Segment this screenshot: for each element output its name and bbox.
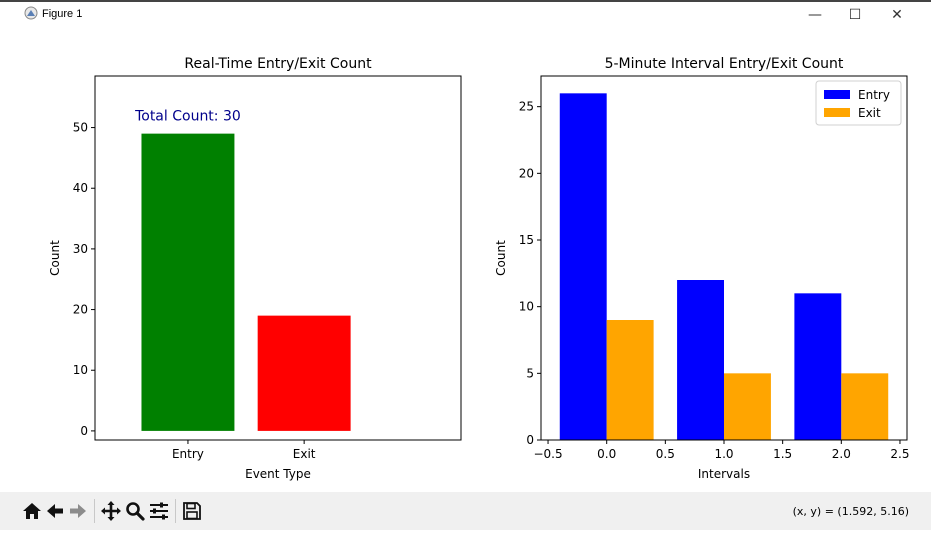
chart1-title: Real-Time Entry/Exit Count bbox=[184, 56, 372, 72]
chart2-bar-entry bbox=[794, 293, 842, 440]
chart1-axes-frame bbox=[94, 75, 462, 441]
chart2-ytick-label: 20 bbox=[519, 166, 534, 180]
chart1-ytick-label: 20 bbox=[73, 303, 88, 317]
chart2-bar-entry bbox=[677, 280, 724, 440]
window-title: Figure 1 bbox=[42, 8, 83, 20]
configure-subplots-button[interactable] bbox=[148, 500, 170, 522]
maximize-button[interactable]: ☐ bbox=[848, 7, 862, 23]
chart1-total-count-annotation: Total Count: 30 bbox=[134, 108, 241, 124]
chart2-xtick-label: 1.0 bbox=[714, 447, 733, 461]
chart2-xlabel: Intervals bbox=[698, 467, 750, 481]
chart2-bar-entry bbox=[559, 93, 607, 440]
chart2-xtick-label: 2.0 bbox=[832, 447, 851, 461]
figure-canvas[interactable]: Real-Time Entry/Exit Count Event Type Coun… bbox=[0, 28, 931, 492]
pan-icon bbox=[101, 501, 121, 521]
chart2-axes: 5-Minute Interval Entry/Exit Count Interv… bbox=[494, 56, 910, 481]
chart2-xtick-label: 0.0 bbox=[597, 447, 616, 461]
chart1-ytick-label: 10 bbox=[73, 363, 88, 377]
back-button[interactable] bbox=[44, 500, 66, 522]
chart2-bar-exit bbox=[606, 320, 654, 440]
chart1-ytick-label: 0 bbox=[80, 424, 88, 438]
figure-svg: Real-Time Entry/Exit Count Event Type Coun… bbox=[48, 56, 910, 481]
save-icon bbox=[183, 502, 201, 520]
chart1-xlabel: Event Type bbox=[245, 467, 311, 481]
chart1-xtick-label: Exit bbox=[293, 447, 316, 461]
close-button[interactable]: ✕ bbox=[891, 7, 903, 23]
chart2-legend-label-exit: Exit bbox=[858, 106, 881, 120]
chart1-bar-exit bbox=[257, 315, 351, 431]
home-button[interactable] bbox=[21, 500, 43, 522]
chart2-bar-exit bbox=[841, 373, 889, 440]
zoom-icon bbox=[126, 502, 145, 521]
chart2-xtick-label: 2.5 bbox=[890, 447, 909, 461]
chart2-bar-exit bbox=[724, 373, 771, 440]
chart2-ytick-label: 25 bbox=[519, 100, 534, 114]
toolbar-separator bbox=[94, 499, 95, 523]
minimize-button[interactable]: — bbox=[808, 7, 822, 23]
chart2-legend-swatch-exit bbox=[824, 108, 850, 117]
back-icon bbox=[47, 504, 63, 518]
zoom-button[interactable] bbox=[124, 500, 146, 522]
toolbar-separator bbox=[175, 499, 176, 523]
chart2-ylabel: Count bbox=[494, 240, 508, 276]
cursor-coordinates: (x, y) = (1.592, 5.16) bbox=[792, 505, 909, 518]
forward-icon bbox=[70, 504, 86, 518]
chart1-ytick-label: 50 bbox=[73, 121, 88, 135]
save-button[interactable] bbox=[181, 500, 203, 522]
home-icon bbox=[23, 503, 41, 519]
forward-button[interactable] bbox=[67, 500, 89, 522]
chart2-ytick-label: 5 bbox=[526, 366, 534, 380]
chart2-xtick-label: 0.5 bbox=[656, 447, 675, 461]
chart2-ytick-label: 0 bbox=[526, 433, 534, 447]
chart1-axes: Real-Time Entry/Exit Count Event Type Coun… bbox=[48, 56, 462, 481]
navigation-toolbar: (x, y) = (1.592, 5.16) bbox=[0, 492, 931, 530]
pan-button[interactable] bbox=[100, 500, 122, 522]
chart1-ytick-label: 40 bbox=[73, 181, 88, 195]
chart2-ytick-label: 15 bbox=[519, 233, 534, 247]
chart2-xtick-label: 1.5 bbox=[773, 447, 792, 461]
figure-icon bbox=[24, 6, 38, 20]
chart1-ytick-label: 30 bbox=[73, 242, 88, 256]
chart1-bar-entry bbox=[141, 133, 235, 431]
configure-subplots-icon bbox=[150, 502, 168, 520]
chart2-title: 5-Minute Interval Entry/Exit Count bbox=[605, 56, 844, 72]
chart2-legend: Entry Exit bbox=[815, 80, 902, 126]
chart2-legend-label-entry: Entry bbox=[858, 88, 890, 102]
title-bar: Figure 1 — ☐ ✕ bbox=[0, 2, 931, 28]
chart2-xtick-label: −0.5 bbox=[533, 447, 562, 461]
chart1-xtick-label: Entry bbox=[172, 447, 204, 461]
chart1-ylabel: Count bbox=[48, 240, 62, 276]
chart2-legend-swatch-entry bbox=[824, 90, 850, 99]
chart2-ytick-label: 10 bbox=[519, 300, 534, 314]
